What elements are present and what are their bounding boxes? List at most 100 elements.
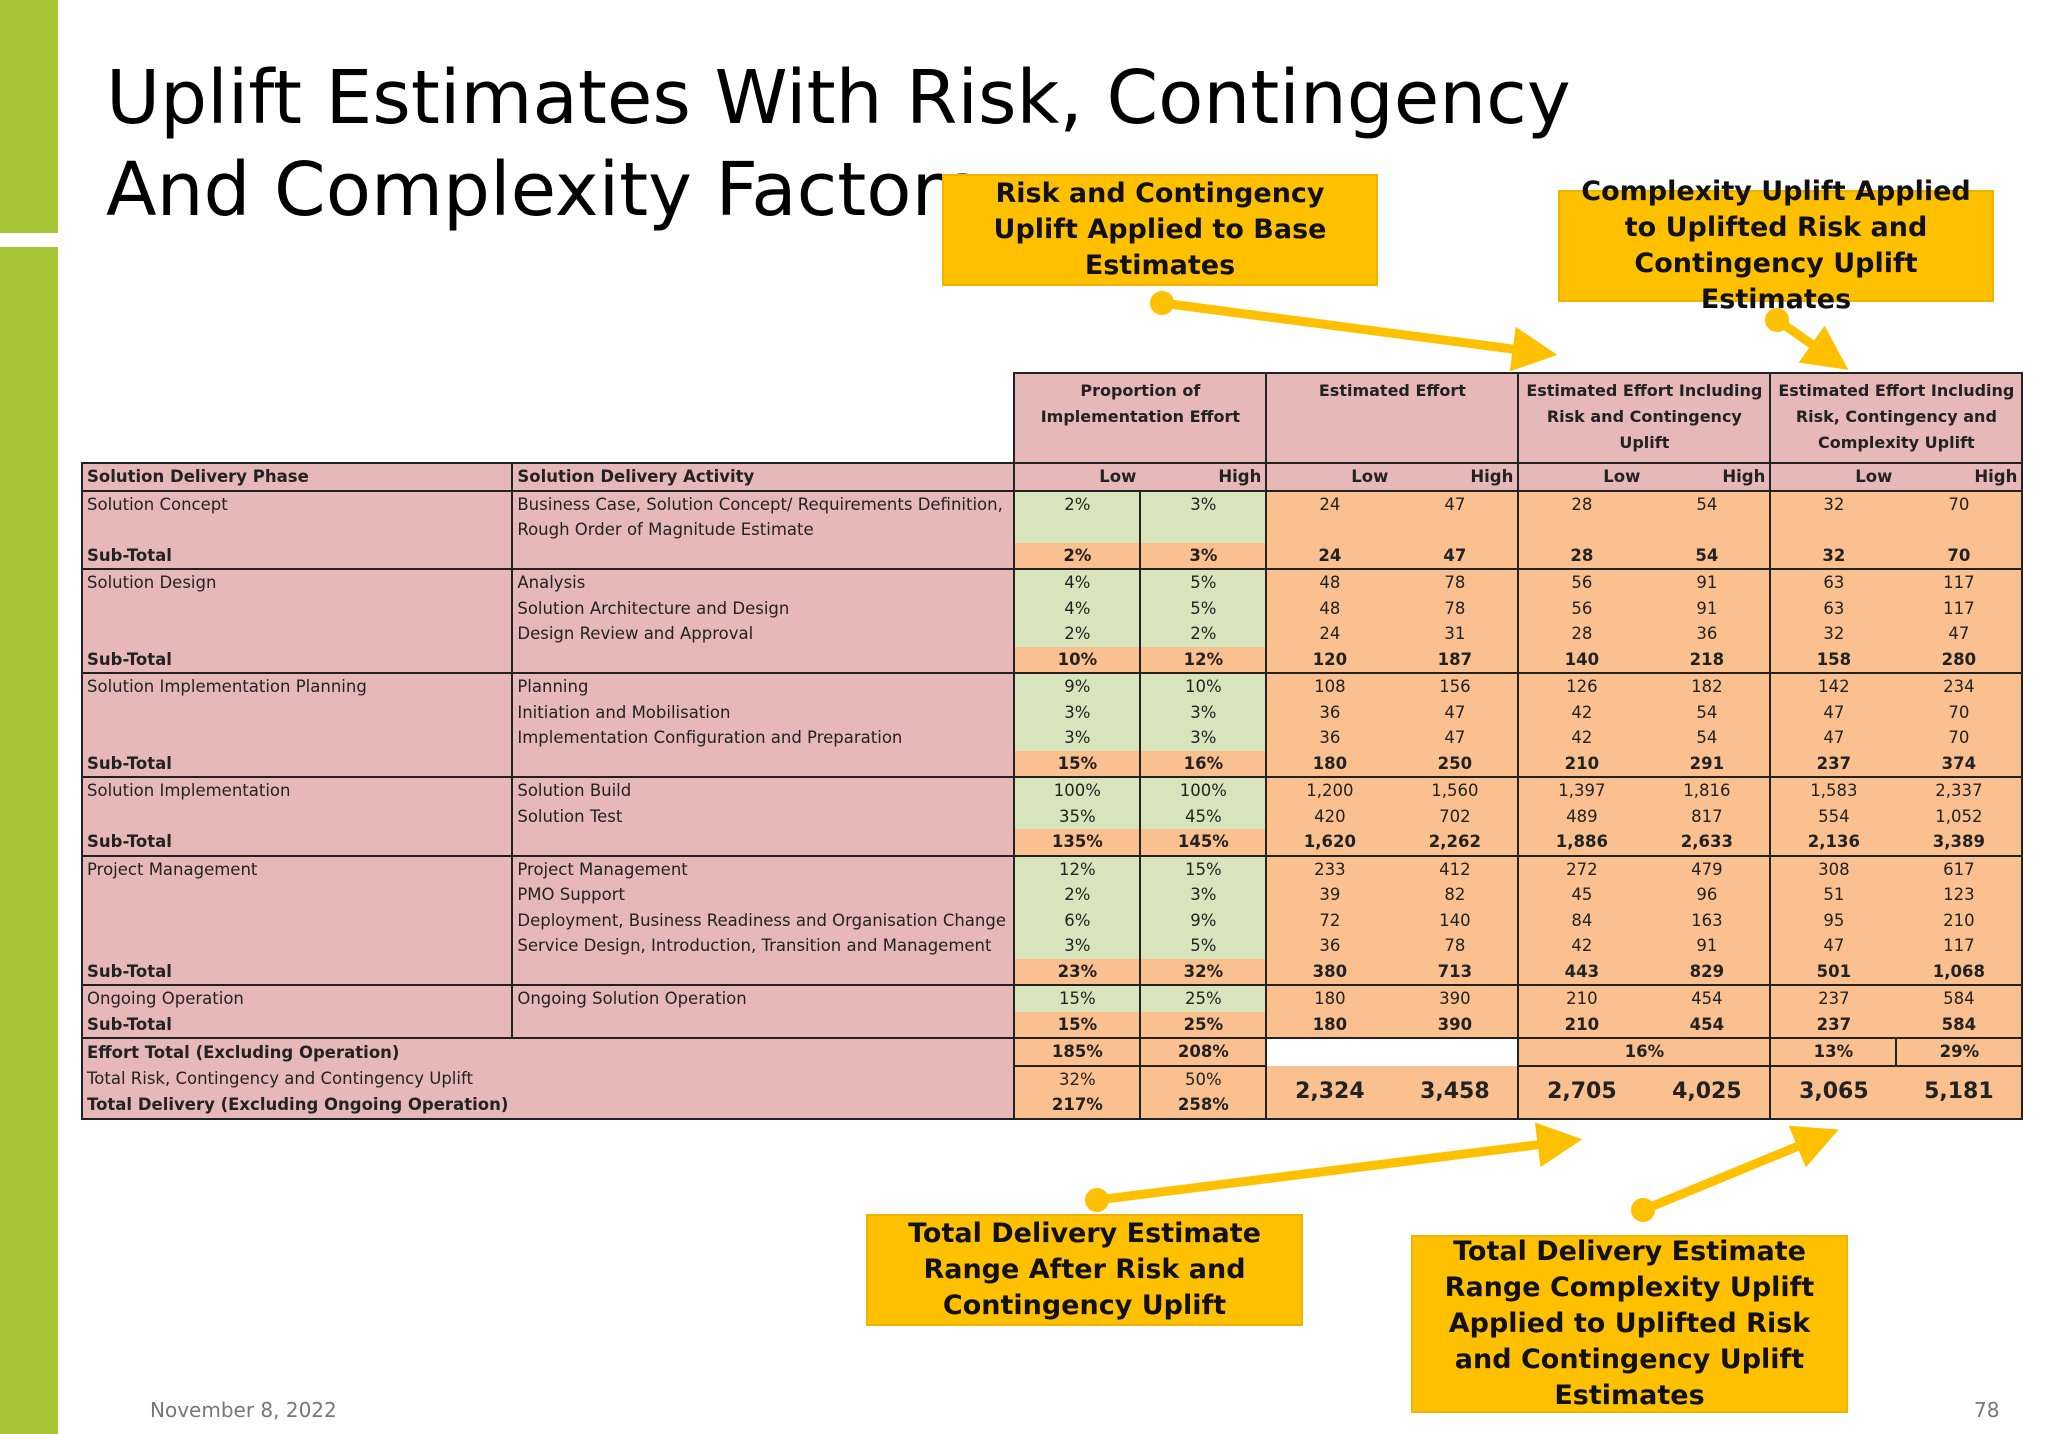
proportion-high-cell <box>1140 517 1268 543</box>
grand-total-estimated-high: 3,458 <box>1392 1065 1520 1120</box>
activity-cell: Design Review and Approval <box>512 621 1016 647</box>
table-row: Solution Design Analysis 4% 5% 48 78 56 91 63 117 <box>80 568 2024 596</box>
proportion-low-cell: 3% <box>1014 699 1142 725</box>
column-header-high: High <box>1392 462 1520 492</box>
proportion-low-cell: 10% <box>1014 646 1142 674</box>
proportion-high-cell: 45% <box>1140 803 1268 829</box>
estimate-ch-cell: 70 <box>1896 542 2024 570</box>
estimate-eh-cell: 2,262 <box>1392 829 1520 857</box>
phase-cell <box>80 621 514 647</box>
estimate-eh-cell: 78 <box>1392 933 1520 959</box>
slide-title: Uplift Estimates With Risk, Contingency … <box>106 55 1571 233</box>
proportion-high-cell: 5% <box>1140 933 1268 959</box>
column-header-low: Low <box>1266 462 1393 492</box>
estimate-cl-cell: 47 <box>1770 699 1897 725</box>
activity-cell: Implementation Configuration and Prepara… <box>512 725 1016 751</box>
total-risk-proportion-low: 32% <box>1014 1065 1142 1092</box>
estimate-rl-cell: 272 <box>1518 854 1645 882</box>
estimate-rh-cell: 454 <box>1644 984 1772 1012</box>
proportion-low-cell: 2% <box>1014 490 1142 517</box>
estimate-cl-cell <box>1770 517 1897 543</box>
table-row: Project Management Project Management 12% 1… <box>80 854 2024 882</box>
estimate-eh-cell: 31 <box>1392 621 1520 647</box>
grand-total-risk-low: 2,705 <box>1518 1064 1645 1120</box>
estimate-ch-cell: 47 <box>1896 621 2024 647</box>
effort-total-complexity-low: 13% <box>1770 1037 1898 1067</box>
total-risk-proportion-high: 50% <box>1140 1065 1268 1092</box>
proportion-high-cell: 2% <box>1140 621 1268 647</box>
estimate-cl-cell: 237 <box>1770 750 1897 778</box>
estimate-eh-cell: 250 <box>1392 750 1520 778</box>
estimate-rh-cell: 54 <box>1644 699 1772 725</box>
phase-cell: Solution Implementation <box>80 776 514 804</box>
table-row: Solution Implementation Solution Build 100… <box>80 776 2024 804</box>
column-header-high: High <box>1644 462 1772 492</box>
proportion-low-cell: 4% <box>1014 595 1142 621</box>
estimate-el-cell: 420 <box>1266 803 1393 829</box>
proportion-high-cell: 32% <box>1140 958 1268 986</box>
effort-total-label: Effort Total (Excluding Operation) <box>80 1037 513 1066</box>
estimate-eh-cell: 78 <box>1392 595 1520 621</box>
estimate-rl-cell: 126 <box>1518 672 1645 700</box>
proportion-high-cell: 25% <box>1140 1011 1268 1039</box>
estimate-el-cell: 1,620 <box>1266 829 1393 857</box>
estimate-ch-cell: 2,337 <box>1896 776 2024 804</box>
estimate-rl-cell: 42 <box>1518 933 1645 959</box>
estimate-cl-cell: 308 <box>1770 854 1897 882</box>
estimate-cl-cell: 158 <box>1770 646 1897 674</box>
estimate-ch-cell: 584 <box>1896 984 2024 1012</box>
estimate-rl-cell: 210 <box>1518 984 1645 1012</box>
estimate-rh-cell: 91 <box>1644 933 1772 959</box>
estimate-cl-cell: 47 <box>1770 725 1897 751</box>
callout-total-after-risk: Total Delivery Estimate Range After Risk… <box>866 1214 1303 1326</box>
proportion-low-cell: 135% <box>1014 829 1142 857</box>
phase-cell <box>80 882 514 908</box>
table-row: Solution Architecture and Design 4% 5% 48 78… <box>80 595 2024 621</box>
estimate-el-cell: 36 <box>1266 933 1393 959</box>
grand-total-estimated-low: 2,324 <box>1266 1065 1393 1120</box>
phase-cell <box>80 699 514 725</box>
proportion-low-cell: 9% <box>1014 672 1142 700</box>
proportion-low-cell: 23% <box>1014 958 1142 986</box>
proportion-low-cell: 12% <box>1014 854 1142 882</box>
estimate-rl-cell: 210 <box>1518 750 1645 778</box>
estimate-ch-cell: 1,052 <box>1896 803 2024 829</box>
accent-bar-bottom <box>0 247 58 1434</box>
estimate-eh-cell: 156 <box>1392 672 1520 700</box>
column-header-low: Low <box>1518 462 1645 492</box>
proportion-high-cell: 25% <box>1140 984 1268 1012</box>
estimate-rh-cell: 218 <box>1644 646 1772 674</box>
estimate-cl-cell: 32 <box>1770 490 1897 517</box>
callout-complexity: Complexity Uplift Applied to Uplifted Ri… <box>1558 176 1994 315</box>
total-delivery-proportion-high: 258% <box>1140 1092 1268 1120</box>
estimate-eh-cell: 187 <box>1392 646 1520 674</box>
estimate-rl-cell <box>1518 517 1645 543</box>
subtotal-label: Sub-Total <box>80 958 514 986</box>
estimate-eh-cell: 412 <box>1392 854 1520 882</box>
subtotal-row: Sub-Total 135% 145% 1,620 2,262 1,886 2,633 2,1… <box>80 829 2024 857</box>
estimate-rh-cell: 291 <box>1644 750 1772 778</box>
estimate-rh-cell: 829 <box>1644 958 1772 986</box>
activity-cell: Analysis <box>512 568 1016 596</box>
table-row: Rough Order of Magnitude Estimate <box>80 517 2024 543</box>
estimate-eh-cell: 390 <box>1392 984 1520 1012</box>
activity-cell: Planning <box>512 672 1016 700</box>
proportion-low-cell: 3% <box>1014 725 1142 751</box>
grand-total-complexity-high: 5,181 <box>1896 1064 2024 1120</box>
phase-cell <box>80 803 514 829</box>
estimate-rh-cell: 2,633 <box>1644 829 1772 857</box>
activity-cell <box>512 958 1016 986</box>
callout-risk-contingency: Risk and Contingency Uplift Applied to B… <box>942 174 1378 286</box>
estimate-eh-cell: 78 <box>1392 568 1520 596</box>
activity-cell: Solution Test <box>512 803 1016 829</box>
estimate-rl-cell: 84 <box>1518 907 1645 933</box>
phase-cell <box>80 725 514 751</box>
estimate-ch-cell: 117 <box>1896 568 2024 596</box>
estimate-rl-cell: 28 <box>1518 490 1645 517</box>
proportion-high-cell: 3% <box>1140 725 1268 751</box>
estimate-rh-cell: 91 <box>1644 568 1772 596</box>
estimate-rl-cell: 28 <box>1518 542 1645 570</box>
estimate-rh-cell: 182 <box>1644 672 1772 700</box>
estimate-ch-cell: 374 <box>1896 750 2024 778</box>
proportion-high-cell: 5% <box>1140 595 1268 621</box>
